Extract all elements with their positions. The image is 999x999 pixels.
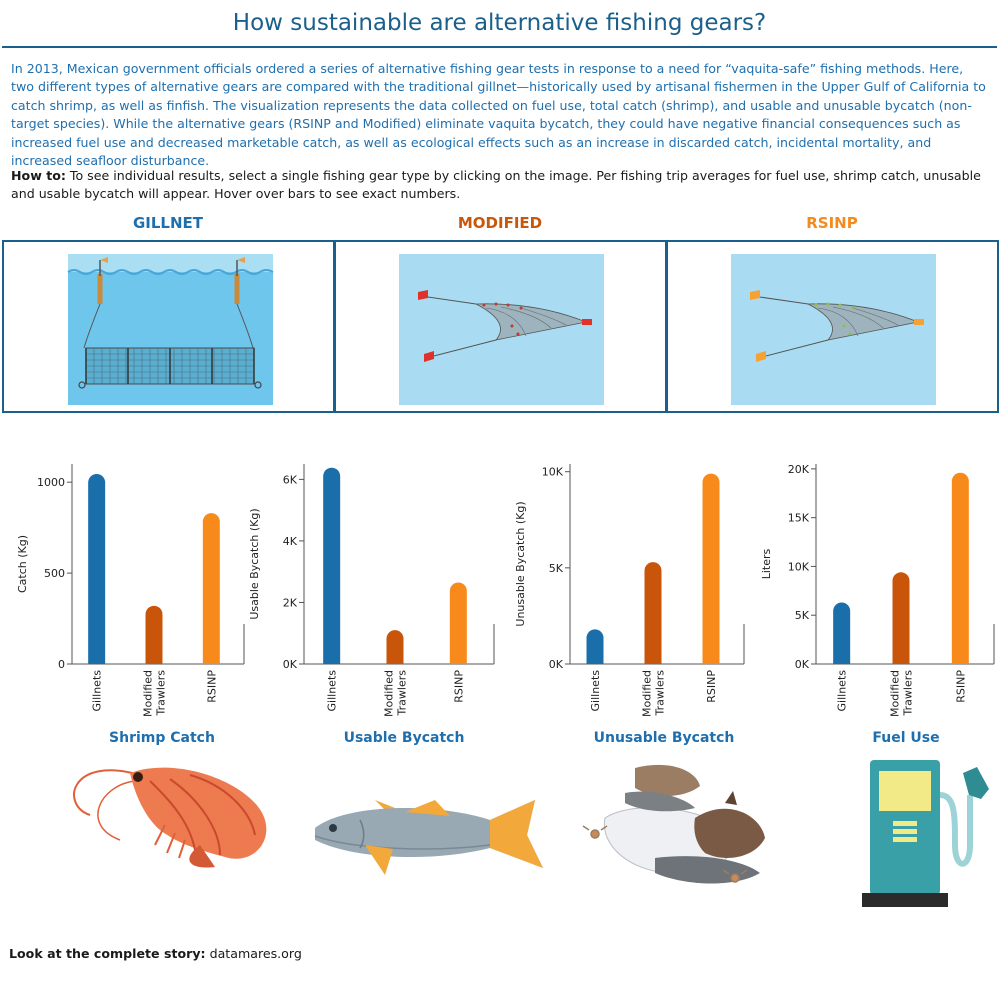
x-tick-label: Gillnets (836, 670, 849, 712)
chart-usable-bycatch: Usable Bycatch (Kg) 0K 2K 4K 6K Gillnets: 638… (250, 456, 498, 726)
x-tick-label: RSINP (705, 670, 718, 703)
howto-text: How to: To see individual results, selec… (11, 167, 989, 204)
y-tick-label: 6K (283, 473, 298, 486)
rsinp-trawl-illustration (731, 254, 936, 405)
footer-label: Look at the complete story: (9, 946, 206, 961)
bar-modified-trawlers[interactable]: Modified Trawlers: 320 (145, 605, 163, 664)
fish-icon (314, 800, 543, 875)
y-axis-label: Liters (760, 548, 773, 579)
bar-gillnets[interactable]: Gillnets: 6380 (323, 467, 341, 664)
chart-svg-1: Usable Bycatch (Kg) 0K 2K 4K 6K Gillnets: 638… (250, 464, 495, 717)
x-tick-label: Trawlers (155, 670, 168, 717)
page-title: How sustainable are alternative fishing … (232, 10, 767, 36)
footer-link[interactable]: datamares.org (205, 946, 302, 961)
chart-svg-2: Unusable Bycatch (Kg) 0K 5K 10K Gillnets: 18… (514, 464, 745, 717)
metric-title-usable-bycatch: Usable Bycatch (343, 730, 465, 746)
bar-rsinp[interactable]: RSINP: 9900 (702, 473, 720, 664)
x-tick-label: Trawlers (654, 670, 667, 717)
y-tick-label: 0K (283, 658, 298, 671)
gear-label-rsinp: RSINP (806, 214, 858, 232)
bar-modified-trawlers[interactable]: Modified Trawlers: 1100 (386, 630, 404, 664)
x-tick-label: Modified (641, 670, 654, 717)
bycatch-pile-icon (582, 764, 765, 884)
y-tick-label: 10K (542, 466, 564, 479)
gear-panel-modified[interactable] (334, 240, 667, 413)
y-tick-label: 2K (283, 596, 298, 609)
x-tick-label: Trawlers (396, 670, 409, 717)
shrimp-icon (73, 767, 267, 868)
metric-title-unusable-bycatch: Unusable Bycatch (593, 730, 735, 746)
bar-rsinp[interactable]: RSINP: 2650 (449, 582, 467, 664)
gear-label-gillnet: GILLNET (132, 214, 204, 232)
x-tick-label: RSINP (954, 670, 967, 703)
y-tick-label: 0K (795, 658, 810, 671)
intro-text: In 2013, Mexican government officials or… (11, 61, 986, 169)
y-axis-label: Catch (Kg) (16, 535, 29, 593)
x-tick-label: Gillnets (91, 670, 104, 712)
x-tick-label: Gillnets (326, 670, 339, 712)
y-tick-label: 5K (795, 609, 810, 622)
x-tick-label: Trawlers (902, 670, 915, 717)
gear-panel-rsinp[interactable] (666, 240, 999, 413)
gear-panel-gillnet[interactable] (2, 240, 335, 413)
howto-label: How to: (11, 168, 66, 183)
gillnet-illustration (67, 254, 274, 405)
y-tick-label: 5K (549, 562, 564, 575)
x-tick-label: Modified (383, 670, 396, 717)
gear-label-modified: MODIFIED (457, 214, 543, 232)
metric-title-shrimp-catch: Shrimp Catch (109, 730, 215, 746)
x-tick-label: RSINP (205, 670, 218, 703)
bar-modified-trawlers[interactable]: Modified Trawlers: 5300 (644, 562, 662, 664)
y-tick-label: 10K (788, 560, 810, 573)
y-tick-label: 20K (788, 463, 810, 476)
y-axis-label: Unusable Bycatch (Kg) (514, 501, 527, 626)
y-tick-label: 0 (58, 658, 65, 671)
x-tick-label: Modified (142, 670, 155, 717)
y-tick-label: 500 (44, 567, 65, 580)
x-tick-label: Gillnets (589, 670, 602, 712)
bar-rsinp[interactable]: RSINP: 830 (202, 513, 220, 664)
y-tick-label: 15K (788, 512, 810, 525)
bar-gillnets[interactable]: Gillnets: 1800 (586, 629, 604, 664)
footer: Look at the complete story: datamares.or… (9, 946, 302, 961)
chart-svg-3: Liters 0K 5K 10K 15K 20K Gillnets: 6300 Gillnet… (760, 463, 995, 717)
x-tick-label: Modified (889, 670, 902, 717)
bar-modified-trawlers[interactable]: Modified Trawlers: 9400 (892, 572, 910, 664)
fuel-pump-icon (862, 760, 989, 907)
bar-gillnets[interactable]: Gillnets: 6300 (833, 602, 851, 664)
y-tick-label: 4K (283, 535, 298, 548)
metric-title-fuel-use: Fuel Use (872, 730, 940, 746)
y-tick-label: 0K (549, 658, 564, 671)
x-tick-label: RSINP (452, 670, 465, 703)
modified-trawl-illustration (399, 254, 604, 405)
bar-gillnets[interactable]: Gillnets: 1045 (88, 474, 106, 664)
y-axis-label: Usable Bycatch (Kg) (250, 508, 261, 619)
chart-svg-0: Catch (Kg) 0 500 1000 Gillnets: 1045 Gillnets… (16, 464, 245, 717)
howto-body: To see individual results, select a sing… (11, 168, 981, 202)
chart-unusable-bycatch: Unusable Bycatch (Kg) 0K 5K 10K Gillnets: 18… (500, 456, 748, 726)
bar-rsinp[interactable]: RSINP: 19600 (951, 472, 969, 664)
chart-shrimp-catch: Catch (Kg) 0 500 1000 Gillnets: 1045 Gillnets… (0, 456, 248, 726)
title-divider (2, 46, 997, 48)
chart-fuel-use: Liters 0K 5K 10K 15K 20K Gillnets: 6300 Gillnet… (750, 456, 998, 726)
y-tick-label: 1000 (37, 476, 65, 489)
